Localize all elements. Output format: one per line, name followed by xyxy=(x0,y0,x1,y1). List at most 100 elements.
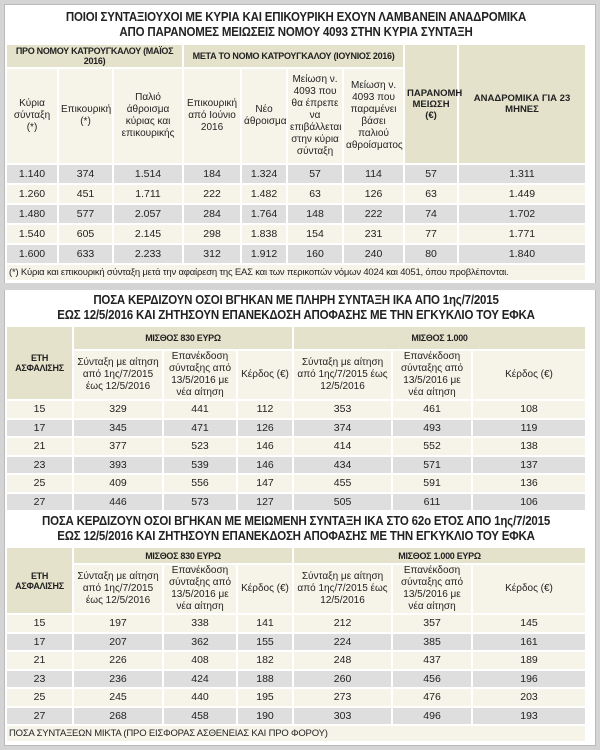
table-cell: 1.764 xyxy=(240,203,289,225)
table-cell: 273 xyxy=(292,687,394,708)
table-cell: 226 xyxy=(72,650,164,671)
table-cell: 141 xyxy=(235,613,295,634)
table-cell: 353 xyxy=(292,399,394,420)
column-header: Σύνταξη με αίτηση από 1ης/7/2015 έως 12/… xyxy=(72,563,164,615)
table-cell: 25 xyxy=(5,687,74,708)
table-cell: 190 xyxy=(235,705,295,726)
group-header-830: ΜΙΣΘΟΣ 830 ΕΥΡΩ xyxy=(71,325,295,351)
table-cell: 222 xyxy=(182,183,243,205)
table1-section: ΠΟΙΟΙ ΣΥΝΤΑΞΙΟΥΧΟΙ ΜΕ ΚΥΡΙΑ ΚΑΙ ΕΠΙΚΟΥΡΙ… xyxy=(4,10,587,282)
table-cell: 114 xyxy=(342,163,406,185)
table-cell: 1.540 xyxy=(5,223,59,245)
column-header: Επανέκδοση σύνταξης από 13/5/2016 με νέα… xyxy=(162,563,238,615)
table3: ΕΤΗ ΑΣΦΑΛΙΣΗΣ ΜΙΣΘΟΣ 830 ΕΥΡΩ ΜΙΣΘΟΣ 1.0… xyxy=(5,546,587,743)
table-cell: 605 xyxy=(57,223,114,245)
group-header-pre: ΠΡΟ ΝΟΜΟΥ ΚΑΤΡΟΥΓΚΑΛΟΥ (ΜΑΪΟΣ 2016) xyxy=(4,43,185,69)
table-cell: 193 xyxy=(471,705,587,726)
table-cell: 160 xyxy=(286,243,345,265)
table-cell: 451 xyxy=(57,183,114,205)
table-cell: 573 xyxy=(162,491,238,512)
table-cell: 374 xyxy=(292,417,394,438)
table-cell: 1.711 xyxy=(111,183,185,205)
table-cell: 496 xyxy=(391,705,474,726)
table-cell: 15 xyxy=(5,613,74,634)
column-header: Κέρδος (€) xyxy=(471,563,587,615)
column-header: Επικουρική από Ιούνιο 2016 xyxy=(182,67,243,165)
table-cell: 119 xyxy=(471,417,587,438)
table-cell: 17 xyxy=(5,417,74,438)
table-cell: 27 xyxy=(5,705,74,726)
table-cell: 571 xyxy=(391,454,474,475)
table-cell: 385 xyxy=(391,631,474,652)
table2-title: ΠΟΣΑ ΚΕΡΔΙΖΟΥΝ ΟΣΟΙ ΒΓΗΚΑΝ ΜΕ ΠΛΗΡΗ ΣΥΝΤ… xyxy=(57,293,535,322)
table-cell: 155 xyxy=(235,631,295,652)
table-cell: 197 xyxy=(72,613,164,634)
table-cell: 409 xyxy=(72,473,164,494)
table-cell: 471 xyxy=(162,417,238,438)
column-header: Κέρδος (€) xyxy=(471,349,587,401)
table-cell: 195 xyxy=(235,687,295,708)
table-cell: 145 xyxy=(471,613,587,634)
table-cell: 552 xyxy=(391,436,474,457)
table-cell: 1.838 xyxy=(240,223,289,245)
table-cell: 577 xyxy=(57,203,114,225)
table-cell: 231 xyxy=(342,223,406,245)
column-header: Μείωση ν. 4093 που παραμένει βάσει παλιο… xyxy=(342,67,406,165)
group-header-830: ΜΙΣΘΟΣ 830 ΕΥΡΩ xyxy=(71,546,295,565)
table-cell: 303 xyxy=(292,705,394,726)
table-cell: 106 xyxy=(471,491,587,512)
table-cell: 446 xyxy=(72,491,164,512)
table2: ΕΤΗ ΑΣΦΑΛΙΣΗΣ ΜΙΣΘΟΣ 830 ΕΥΡΩ ΜΙΣΘΟΣ 1.0… xyxy=(5,325,587,512)
table-cell: 362 xyxy=(162,631,238,652)
table-cell: 2.145 xyxy=(111,223,185,245)
table-cell: 1.140 xyxy=(5,163,59,185)
table-cell: 434 xyxy=(292,454,394,475)
column-header: Σύνταξη με αίτηση από 1ης/7/2015 έως 12/… xyxy=(292,349,394,401)
table-cell: 240 xyxy=(342,243,406,265)
table-cell: 23 xyxy=(5,454,74,475)
table-cell: 245 xyxy=(72,687,164,708)
table-cell: 298 xyxy=(182,223,243,245)
column-header: Παλιό άθροισμα κύριας και επικουρικής xyxy=(111,67,185,165)
table-cell: 633 xyxy=(57,243,114,265)
table-cell: 523 xyxy=(162,436,238,457)
table-cell: 556 xyxy=(162,473,238,494)
table-cell: 440 xyxy=(162,687,238,708)
footnote: ΠΟΣΑ ΣΥΝΤΑΞΕΩΝ ΜΙΚΤΑ (ΠΡΟ ΕΙΣΦΟΡΑΣ ΑΣΘΕΝ… xyxy=(5,724,587,743)
table1: ΠΡΟ ΝΟΜΟΥ ΚΑΤΡΟΥΓΚΑΛΟΥ (ΜΑΪΟΣ 2016) ΜΕΤΑ… xyxy=(4,43,587,282)
column-header: Σύνταξη με αίτηση από 1ης/7/2015 έως 12/… xyxy=(292,563,394,615)
table-cell: 27 xyxy=(5,491,74,512)
table-cell: 1.514 xyxy=(111,163,185,185)
table-cell: 136 xyxy=(471,473,587,494)
table-row: 1.600 633 2.233 312 1.912 160 240 80 1.840 xyxy=(5,243,587,265)
table-cell: 377 xyxy=(72,436,164,457)
table-cell: 63 xyxy=(403,183,460,205)
column-header: Σύνταξη με αίτηση από 1ης/7/2015 έως 12/… xyxy=(72,349,164,401)
table-row: 1.480 577 2.057 284 1.764 148 222 74 1.702 xyxy=(5,203,587,225)
table-cell: 126 xyxy=(342,183,406,205)
table-cell: 539 xyxy=(162,454,238,475)
table-cell: 154 xyxy=(286,223,345,245)
table-cell: 15 xyxy=(5,399,74,420)
table-cell: 21 xyxy=(5,436,74,457)
table-row: 27 446 573 127 505 611 106 xyxy=(5,491,587,512)
table-cell: 505 xyxy=(292,491,394,512)
table-cell: 189 xyxy=(471,650,587,671)
years-header: ΕΤΗ ΑΣΦΑΛΙΣΗΣ xyxy=(5,546,74,615)
table-cell: 184 xyxy=(182,163,243,185)
group-header-post: ΜΕΤΑ ΤΟ ΝΟΜΟ ΚΑΤΡΟΥΓΚΑΛΟΥ (ΙΟΥΝΙΟΣ 2016) xyxy=(182,43,406,69)
table2-section: ΠΟΣΑ ΚΕΡΔΙΖΟΥΝ ΟΣΟΙ ΒΓΗΚΑΝ ΜΕ ΠΛΗΡΗ ΣΥΝΤ… xyxy=(5,293,587,512)
table-cell: 268 xyxy=(72,705,164,726)
table-cell: 2.057 xyxy=(111,203,185,225)
table-cell: 207 xyxy=(72,631,164,652)
table-cell: 17 xyxy=(5,631,74,652)
table-row: 27 268 458 190 303 496 193 xyxy=(5,705,587,726)
table-cell: 437 xyxy=(391,650,474,671)
table-row: 25 409 556 147 455 591 136 xyxy=(5,473,587,494)
table-cell: 57 xyxy=(286,163,345,185)
table-cell: 138 xyxy=(471,436,587,457)
table-row: 15 197 338 141 212 357 145 xyxy=(5,613,587,634)
table-row: 15 329 441 112 353 461 108 xyxy=(5,399,587,420)
table-cell: 80 xyxy=(403,243,460,265)
table-row: 17 345 471 126 374 493 119 xyxy=(5,417,587,438)
